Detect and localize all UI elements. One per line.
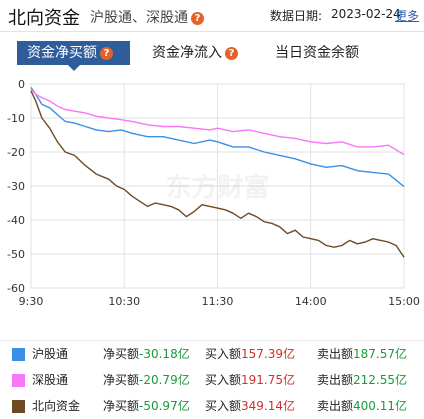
y-tick-label: -40 [7, 214, 25, 227]
buy-label: 买入额 [205, 347, 242, 361]
help-icon[interactable]: ? [191, 12, 204, 25]
swatch-sh [12, 348, 25, 361]
sell-label: 卖出额 [317, 347, 354, 361]
legend-name: 北向资金 [32, 399, 81, 413]
help-icon[interactable]: ? [225, 47, 238, 60]
more-link[interactable]: 更多 [395, 9, 420, 23]
buy-label: 买入额 [205, 399, 242, 413]
x-tick-label: 10:30 [108, 295, 140, 308]
tab-label: 资金净流入 [152, 45, 222, 61]
legend-row-north: 北向资金 净买额-50.97亿 买入额349.14亿 卖出额400.11亿 [0, 393, 424, 419]
net-value: -20.79亿 [139, 373, 190, 387]
northbound-chart[interactable]: 0 -10 -20 -30 -40 -50 -60 9:30 10:30 11:30 14:00 15… [0, 72, 424, 312]
tab-label: 资金净买额 [27, 45, 97, 61]
sell-label: 卖出额 [317, 399, 354, 413]
watermark: 东方财富 [165, 172, 269, 203]
y-tick-label: -50 [7, 248, 25, 261]
page-subtitle: 沪股通、深股通? [90, 7, 204, 27]
y-tick-label: -10 [7, 112, 25, 125]
sell-value: 187.57亿 [353, 347, 408, 361]
legend-net: 净买额-20.79亿 [103, 367, 190, 393]
legend-row-sh: 沪股通 净买额-30.18亿 买入额157.39亿 卖出额187.57亿 [0, 341, 424, 367]
buy-value: 157.39亿 [241, 347, 296, 361]
series-line-sh [30, 87, 405, 188]
legend-name: 沪股通 [32, 347, 69, 361]
legend-sell: 卖出额187.57亿 [317, 341, 407, 367]
net-label: 净买额 [103, 347, 140, 361]
net-value: -50.97亿 [139, 399, 190, 413]
sell-value: 400.11亿 [353, 399, 408, 413]
x-tick-label: 11:30 [202, 295, 234, 308]
net-label: 净买额 [103, 399, 140, 413]
title-bar: 北向资金 沪股通、深股通? 数据日期: 2023-02-24 更多 [0, 0, 424, 32]
y-tick-label: 0 [18, 78, 25, 91]
legend-row-sz: 深股通 净买额-20.79亿 买入额191.75亿 卖出额212.55亿 [0, 367, 424, 393]
tab-net-inflow[interactable]: 资金净流入? [152, 41, 238, 65]
legend-sell: 卖出额212.55亿 [317, 367, 407, 393]
series-line-sz [30, 88, 405, 156]
x-tick-label: 9:30 [19, 295, 44, 308]
series-line-north [30, 90, 405, 258]
chart-svg: 0 -10 -20 -30 -40 -50 -609:30 10:30 11:30 14:00 15… [7, 78, 420, 308]
y-tick-label: -30 [7, 180, 25, 193]
help-icon[interactable]: ? [100, 47, 113, 60]
y-tick-label: -60 [7, 282, 25, 295]
legend-buy: 买入额349.14亿 [205, 393, 295, 419]
swatch-north [12, 400, 25, 413]
page-title: 北向资金 [8, 8, 80, 29]
legend-name: 深股通 [32, 373, 69, 387]
y-tick-label: -20 [7, 146, 25, 159]
tab-net-buy[interactable]: 资金净买额? [17, 41, 130, 65]
legend-buy: 买入额157.39亿 [205, 341, 295, 367]
x-tick-label: 14:00 [295, 295, 327, 308]
buy-label: 买入额 [205, 373, 242, 387]
date-value: 2023-02-24 [331, 7, 401, 21]
swatch-sz [12, 374, 25, 387]
tab-label: 当日资金余额 [275, 45, 359, 61]
net-label: 净买额 [103, 373, 140, 387]
subtitle-text: 沪股通、深股通 [90, 10, 188, 26]
legend-net: 净买额-30.18亿 [103, 341, 190, 367]
legend-sell: 卖出额400.11亿 [317, 393, 407, 419]
date-label: 数据日期: [270, 9, 323, 23]
x-tick-label: 15:00 [388, 295, 420, 308]
sell-value: 212.55亿 [353, 373, 408, 387]
legend-buy: 买入额191.75亿 [205, 367, 295, 393]
buy-value: 191.75亿 [241, 373, 296, 387]
tab-daily-balance[interactable]: 当日资金余额 [275, 41, 359, 65]
legend-table: 沪股通 净买额-30.18亿 买入额157.39亿 卖出额187.57亿 深股通… [0, 340, 424, 413]
legend-net: 净买额-50.97亿 [103, 393, 190, 419]
sell-label: 卖出额 [317, 373, 354, 387]
active-tab-pointer [68, 65, 80, 71]
buy-value: 349.14亿 [241, 399, 296, 413]
net-value: -30.18亿 [139, 347, 190, 361]
